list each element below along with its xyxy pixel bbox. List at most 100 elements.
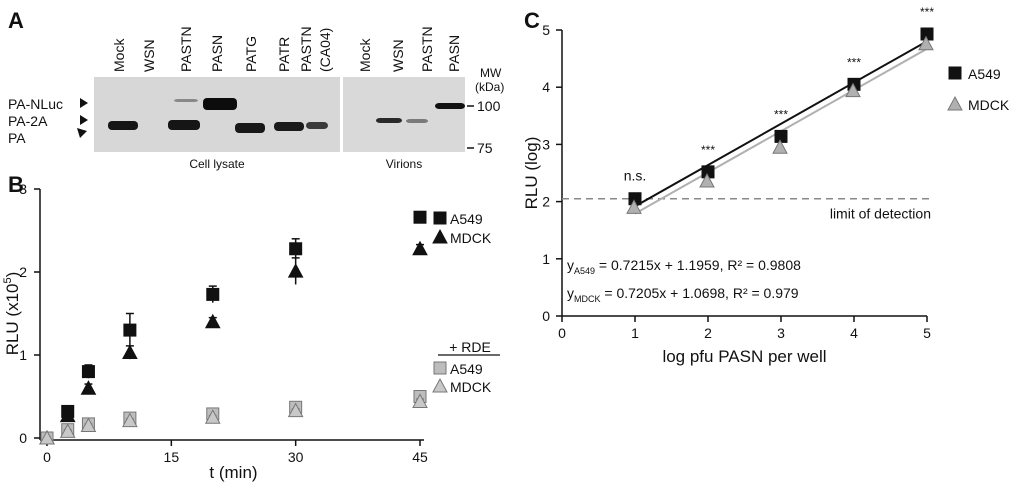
data-point: [39, 429, 55, 445]
x-tick-label: 3: [777, 325, 785, 341]
band: [435, 103, 465, 109]
x-tick-label: 45: [412, 449, 428, 465]
chart-c: 0 1 2 3 4 5 0 1 2 3 4 5 log pfu PASN per well RLU (lo…: [522, 5, 1010, 366]
lane-label: PASTN: [178, 26, 194, 72]
band: [406, 119, 428, 123]
y-axis-label-sup: 5: [2, 277, 14, 283]
series-2: [40, 390, 427, 445]
y-axis-label-text: RLU (x10: [3, 283, 22, 355]
x-tick-label: 0: [43, 449, 51, 465]
x-tick-label: 2: [704, 325, 712, 341]
data-point: [918, 35, 934, 51]
y-tick-label: 2: [542, 194, 550, 210]
y-tick-label: 5: [542, 22, 550, 38]
data-point: [413, 210, 427, 224]
eq-rest: = 0.7215x + 1.1959, R² = 0.9808: [595, 257, 801, 273]
series-0: [40, 210, 427, 445]
band-labels: PA-NLuc PA-2A PA: [8, 96, 88, 146]
band: [174, 99, 198, 102]
series-3: [39, 393, 428, 445]
x-axis-label: t (min): [209, 463, 257, 482]
data-point: [123, 323, 137, 337]
eq-sub: A549: [574, 266, 595, 276]
significance-label: ***: [774, 107, 788, 121]
band-label-pa-2a: PA-2A: [8, 113, 48, 129]
x-tick-label: 0: [558, 325, 566, 341]
arrow-pa-nluc-icon: [80, 98, 88, 108]
y-tick-label: 3: [19, 181, 27, 197]
arrow-pa-2a-icon: [80, 115, 88, 125]
regression-equation: yMDCK = 0.7205x + 1.0698, R² = 0.979: [567, 285, 799, 304]
legend-marker: [433, 361, 447, 375]
y-tick-label: 3: [542, 136, 550, 152]
y-tick-label: 4: [542, 79, 550, 95]
series-1: [39, 240, 428, 445]
legend-label: MDCK: [450, 230, 492, 246]
lane-label: WSN: [390, 39, 406, 72]
legend-c: A549 MDCK: [947, 66, 1010, 113]
significance-label: ***: [701, 143, 715, 157]
y-axis-label: RLU (log): [522, 137, 541, 210]
legend-marker: [432, 377, 448, 393]
significance-label: ***: [847, 55, 861, 69]
data-point: [774, 129, 788, 143]
lane-label: (CA04): [317, 28, 333, 72]
lane-label: PASN: [209, 35, 225, 72]
mw-unit: (kDa): [475, 80, 504, 94]
band: [203, 98, 237, 110]
lane-label: PASN: [446, 35, 462, 72]
data-point: [59, 407, 76, 423]
arrow-pa-icon: [77, 128, 87, 138]
series-0: [628, 27, 934, 206]
y-tick-label: 0: [542, 308, 550, 324]
x-axis-label: log pfu PASN per well: [662, 347, 826, 366]
lane-label: PATR: [276, 37, 292, 72]
lane-label: Mock: [357, 38, 373, 72]
mw-markers: MW (kDa) 100 75: [467, 66, 504, 156]
data-point: [80, 380, 97, 395]
legend-label: A549: [968, 66, 1001, 82]
band-label-pa: PA: [8, 130, 26, 146]
mw-100: 100: [477, 98, 501, 114]
legend-marker: [947, 95, 963, 111]
detection-limit-label: limit of detection: [830, 206, 931, 222]
y-tick-label: 2: [19, 264, 27, 280]
data-point: [204, 409, 221, 424]
data-point: [204, 313, 221, 329]
data-point: [81, 365, 95, 379]
significance-label: n.s.: [624, 168, 647, 184]
virion-blot: [343, 77, 465, 152]
x-tick-label: 5: [923, 325, 931, 341]
band: [108, 121, 138, 130]
x-tick-label: 1: [631, 325, 639, 341]
data-point: [412, 240, 428, 256]
data-point: [287, 402, 304, 418]
eq-y: y: [567, 257, 574, 273]
legend-label: A549: [450, 211, 483, 227]
data-point: [412, 393, 428, 408]
section-label-virions: Virions: [386, 157, 422, 171]
x-tick-label: 30: [288, 449, 304, 465]
data-point: [845, 82, 861, 98]
y-tick-label: 1: [19, 347, 27, 363]
legend-marker: [948, 66, 962, 80]
data-point: [289, 242, 303, 256]
y-tick-label: 1: [542, 251, 550, 267]
lysate-blot: [94, 77, 340, 152]
x-tick-label: 4: [850, 325, 858, 341]
data-point: [122, 412, 138, 428]
data-point: [626, 199, 642, 214]
panel-letter-b: B: [8, 172, 24, 197]
significance-label: ***: [920, 5, 934, 19]
data-point: [80, 417, 97, 433]
data-point: [287, 263, 304, 278]
legend-marker: [433, 211, 447, 225]
legend-rde-title: + RDE: [449, 339, 491, 355]
band: [306, 122, 328, 129]
lane-label: PATG: [243, 36, 259, 72]
data-point: [59, 423, 76, 438]
lane-label: Mock: [111, 38, 127, 72]
mw-title: MW: [480, 66, 502, 80]
panel-letter-c: C: [524, 8, 540, 33]
band: [274, 122, 304, 131]
